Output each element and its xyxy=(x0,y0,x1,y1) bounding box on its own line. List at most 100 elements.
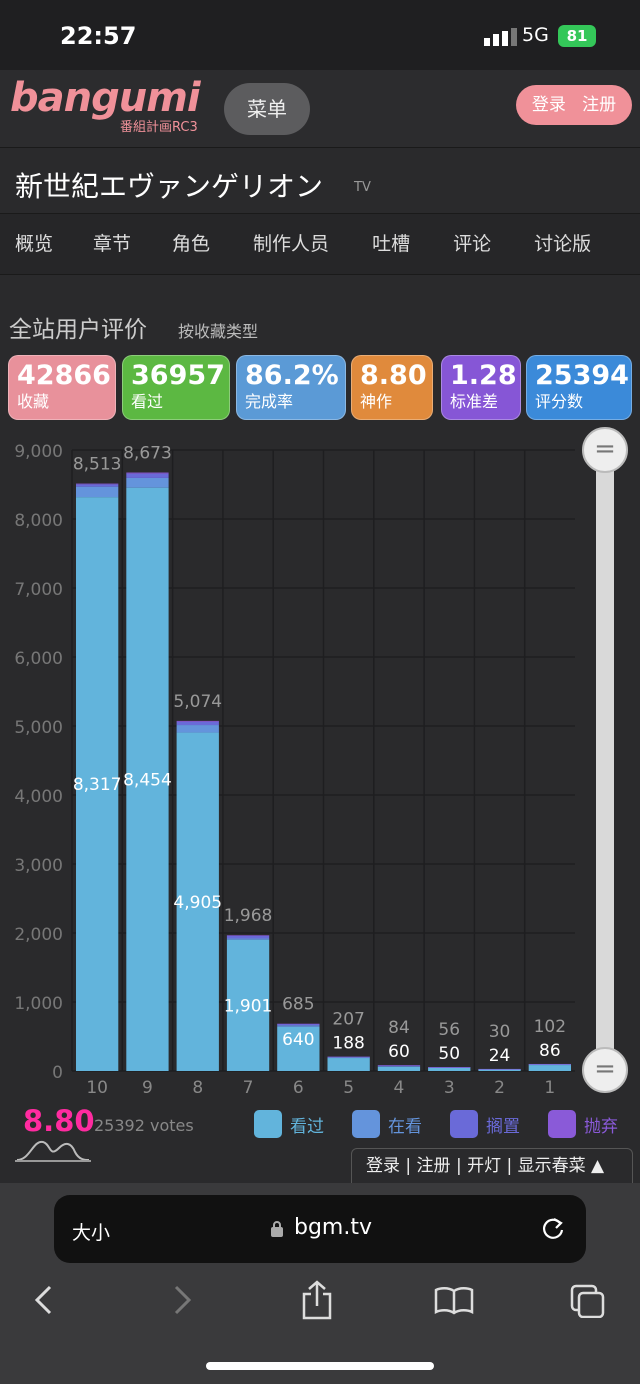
x-tick-label: 7 xyxy=(243,1078,254,1098)
legend-label: 抛弃 xyxy=(584,1116,618,1137)
y-tick-label: 5,000 xyxy=(14,718,63,738)
url-host[interactable]: bgm.tv xyxy=(294,1215,372,1240)
subject-tabs: 概览 章节 角色 制作人员 吐槽 评论 讨论版 xyxy=(0,213,640,275)
y-tick-label: 6,000 xyxy=(14,649,63,669)
stat-box: 8.80 神作 xyxy=(351,355,433,420)
stat-value: 25394 xyxy=(535,360,629,391)
legend-label: 在看 xyxy=(388,1116,422,1137)
y-tick-label: 3,000 xyxy=(14,856,63,876)
reload-icon[interactable] xyxy=(540,1216,566,1242)
bar-segment xyxy=(377,1065,421,1067)
stat-value: 86.2% xyxy=(245,360,339,391)
auth-button[interactable]: 登录 注册 xyxy=(516,85,632,125)
tab-characters[interactable]: 角色 xyxy=(172,233,211,255)
stat-box: 86.2% 完成率 xyxy=(236,355,346,420)
stat-label: 评分数 xyxy=(535,392,584,411)
x-tick-label: 1 xyxy=(544,1078,555,1098)
stat-value: 42866 xyxy=(17,360,111,391)
bar-total-label: 5,074 xyxy=(173,692,222,712)
bar-segment xyxy=(478,1068,521,1070)
bar-segment xyxy=(277,1024,320,1026)
legend-swatch xyxy=(450,1110,478,1138)
home-indicator xyxy=(206,1362,434,1370)
bar-segment xyxy=(176,725,219,733)
bar-segment xyxy=(76,486,119,498)
x-tick-label: 8 xyxy=(192,1078,203,1098)
bar-segment xyxy=(377,1066,421,1071)
x-tick-label: 2 xyxy=(494,1078,505,1098)
tab-comments[interactable]: 吐槽 xyxy=(372,233,411,255)
stat-value: 8.80 xyxy=(360,360,427,391)
legend-item[interactable]: 搁置 xyxy=(450,1110,520,1138)
legend-item[interactable]: 抛弃 xyxy=(548,1110,618,1138)
y-tick-label: 0 xyxy=(52,1063,63,1083)
stat-label: 收藏 xyxy=(17,392,50,411)
zoom-slider[interactable] xyxy=(596,450,614,1070)
x-tick-label: 4 xyxy=(394,1078,405,1098)
tab-episodes[interactable]: 章节 xyxy=(93,233,132,255)
tabs-icon[interactable] xyxy=(570,1284,606,1318)
clock: 22:57 xyxy=(60,22,137,50)
tab-reviews[interactable]: 评论 xyxy=(453,233,492,255)
login-link[interactable]: 登录 xyxy=(531,95,566,115)
bar-segment xyxy=(126,473,169,478)
share-icon[interactable] xyxy=(300,1280,334,1320)
bar-segment xyxy=(226,938,270,940)
legend-item[interactable]: 看过 xyxy=(254,1110,324,1138)
status-bar xyxy=(0,0,640,70)
stat-value: 1.28 xyxy=(450,360,517,391)
bar-total-label: 1,968 xyxy=(224,906,273,926)
bar-segment xyxy=(76,484,119,487)
address-bar[interactable] xyxy=(54,1195,586,1263)
logo[interactable]: bangumi xyxy=(10,75,201,121)
y-tick-label: 4,000 xyxy=(14,787,63,807)
bar-segment xyxy=(528,1064,571,1066)
bar-value-label: 1,901 xyxy=(224,996,273,1016)
rating-chart: 0 1,000 2,000 3,000 4,000 5,000 6,000 7,000 8,00… xyxy=(14,442,575,1098)
bar-segment xyxy=(428,1067,471,1071)
tab-overview[interactable]: 概览 xyxy=(15,233,54,255)
tab-staff[interactable]: 制作人员 xyxy=(253,233,330,255)
back-icon[interactable] xyxy=(32,1284,54,1316)
vote-count: 25392 votes xyxy=(94,1116,194,1135)
text-size-button[interactable]: 大小 xyxy=(72,1222,111,1244)
register-link[interactable]: 注册 xyxy=(582,95,617,115)
legend-swatch xyxy=(352,1110,380,1138)
stat-box: 36957 看过 xyxy=(122,355,230,420)
x-tick-label: 3 xyxy=(444,1078,455,1098)
bar-value-label: 640 xyxy=(282,1030,314,1050)
subject-type: TV xyxy=(354,180,371,195)
legend-label: 看过 xyxy=(290,1116,324,1137)
stat-label: 看过 xyxy=(131,392,164,411)
bar-segment xyxy=(478,1069,521,1071)
forward-icon[interactable] xyxy=(172,1284,194,1316)
x-tick-label: 5 xyxy=(343,1078,354,1098)
slider-top-handle[interactable]: = xyxy=(582,427,628,473)
subject-title[interactable]: 新世紀エヴァンゲリオン xyxy=(15,170,324,203)
slider-bottom-handle[interactable]: = xyxy=(582,1047,628,1093)
tab-board[interactable]: 讨论版 xyxy=(534,233,592,255)
bar-value-label: 86 xyxy=(539,1041,561,1061)
legend-item[interactable]: 在看 xyxy=(352,1110,422,1138)
section-title: 全站用户评价 xyxy=(9,317,147,343)
legend-swatch xyxy=(254,1110,282,1138)
bar-total-label: 56 xyxy=(438,1020,460,1040)
y-tick-label: 7,000 xyxy=(14,580,63,600)
x-tick-label: 9 xyxy=(142,1078,153,1098)
bar-segment xyxy=(226,935,270,936)
legend-swatch xyxy=(548,1110,576,1138)
bar-value-label: 188 xyxy=(332,1034,364,1054)
bar-segment xyxy=(176,721,219,726)
bar-total-label: 102 xyxy=(534,1017,566,1037)
battery-icon: 81 xyxy=(558,25,596,47)
bar-segment xyxy=(126,487,169,1071)
bar-value-label: 4,905 xyxy=(173,893,222,913)
bar-segment xyxy=(528,1063,571,1065)
bar-value-label: 60 xyxy=(388,1042,410,1062)
bookmarks-icon[interactable] xyxy=(434,1286,474,1316)
bar-value-label: 8,454 xyxy=(123,770,172,790)
footer-toolbar[interactable]: 登录 | 注册 | 开灯 | 显示春菜 ▲ xyxy=(351,1148,633,1184)
y-tick-label: 1,000 xyxy=(14,994,63,1014)
legend-label: 搁置 xyxy=(486,1116,520,1137)
menu-button[interactable]: 菜单 xyxy=(224,83,310,135)
